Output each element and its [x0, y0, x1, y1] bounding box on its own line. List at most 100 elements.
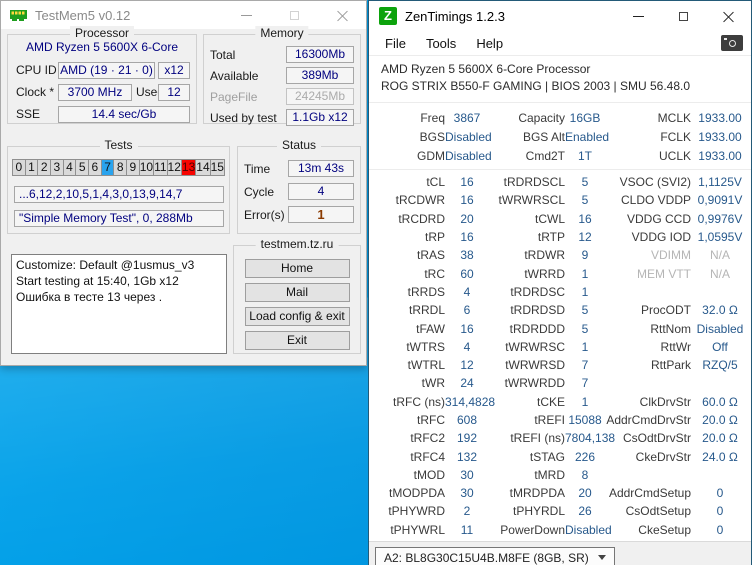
menu-item-file[interactable]: File — [385, 35, 406, 51]
timing-label: tCWL — [535, 211, 565, 226]
timing-value: Disabled — [445, 148, 492, 163]
timing-label: Freq — [420, 110, 445, 125]
cpu-id-mult: x12 — [158, 62, 190, 79]
test-cell-8[interactable]: 8 — [113, 159, 128, 176]
timing-label: tMOD — [413, 467, 445, 482]
timing-value: 6 — [463, 303, 471, 318]
timing-label: tMRDPDA — [509, 486, 565, 501]
memory-row-label: Total — [210, 47, 236, 62]
load-config-exit-button[interactable]: Load config & exit — [244, 307, 350, 326]
timing-label: tPHYRDL — [512, 504, 565, 519]
timing-value: 7804,138 — [565, 431, 616, 446]
timing-label: AddrCmdDrvStr — [606, 413, 691, 427]
test-cell-0[interactable]: 0 — [12, 159, 26, 176]
timing-value: 9 — [581, 248, 589, 263]
zt-grid-row: tRCDRD 20 tCWL 16 VDDG CCD 0,9976V — [369, 210, 751, 228]
testmem5-titlebar[interactable]: TestMem5 v0.12 — [1, 1, 366, 29]
zentimings-window: Z ZenTimings 1.2.3 File Tools Help AMD Ryz… — [368, 0, 752, 565]
test-cell-10[interactable]: 10 — [138, 159, 155, 176]
timing-label: tRP — [424, 230, 445, 245]
home-button[interactable]: Home — [244, 259, 350, 278]
timing-value: Disabled — [696, 321, 744, 336]
timing-value: 30 — [460, 486, 474, 501]
timing-value: N/A — [709, 248, 730, 263]
test-cell-5[interactable]: 5 — [75, 159, 90, 176]
timing-label: tRDRDSC — [510, 284, 565, 299]
timing-value: 0,9976V — [697, 211, 743, 226]
timing-label: CsOdtSetup — [625, 504, 691, 519]
test-cell-12[interactable]: 12 — [166, 159, 182, 176]
memory-group: Memory Total 16300Mb Available 389Mb PageFil… — [203, 26, 361, 126]
timing-value: 7 — [581, 376, 589, 391]
zt-grid-row: tWTRS 4 tWRWRSC 1 RttWr Off — [369, 338, 751, 356]
testmem5-window-title: TestMem5 v0.12 — [35, 7, 131, 23]
zentimings-minimize-button[interactable] — [616, 1, 661, 31]
test-cell-6[interactable]: 6 — [88, 159, 102, 176]
timing-value: 11 — [460, 522, 474, 537]
clock-value: 3700 MHz — [58, 84, 132, 101]
zt-grid-row: tRAS 38 tRDWR 9 VDIMM N/A — [369, 246, 751, 264]
timing-label: tRFC4 — [410, 449, 445, 464]
timing-label: tMRD — [534, 467, 565, 482]
tests-group: Tests 0 1 2 3 4 5 6 7 8 9 10 11 12 13 14 15 ...6,12,2,1… — [7, 138, 230, 234]
menu-item-tools[interactable]: Tools — [425, 35, 457, 51]
timing-value: 0,9091V — [697, 193, 743, 208]
timing-value: 1,1125V — [698, 175, 742, 190]
zt-grid-row: tRRDS 4 tRDRDSC 1 — [369, 283, 751, 301]
testmem5-maximize-button[interactable] — [270, 1, 318, 29]
zentimings-close-button[interactable] — [706, 1, 751, 31]
test-cell-9[interactable]: 9 — [126, 159, 140, 176]
mail-button[interactable]: Mail — [244, 283, 350, 302]
testmem5-close-button[interactable] — [318, 1, 366, 29]
test-cell-14[interactable]: 14 — [195, 159, 211, 176]
clocks-summary-grid: Freq 3867 Capacity 16GB MCLK 1933.00 BGS Disabl… — [369, 103, 751, 168]
timing-label: FCLK — [660, 129, 691, 144]
timing-value: 1T — [577, 148, 592, 163]
zentimings-titlebar[interactable]: Z ZenTimings 1.2.3 — [369, 1, 751, 31]
errors-label: Error(s) — [244, 207, 285, 222]
test-cell-15[interactable]: 15 — [209, 159, 225, 176]
menu-items: File Tools Help — [375, 36, 513, 51]
timing-value: 1,0595V — [697, 230, 743, 245]
memory-row: Available 389Mb — [204, 65, 360, 86]
test-cell-11[interactable]: 11 — [153, 159, 168, 176]
links-group: testmem.tz.ru Home Mail Load config & exit… — [233, 237, 361, 354]
exit-button[interactable]: Exit — [244, 331, 350, 350]
menu-item-help[interactable]: Help — [476, 35, 504, 51]
sse-label: SSE — [16, 107, 41, 121]
timing-value: Off — [712, 339, 728, 354]
test-cell-4[interactable]: 4 — [62, 159, 77, 176]
test-cell-7[interactable]: 7 — [100, 159, 115, 176]
used-threads-value: 12 — [158, 84, 190, 101]
minimize-icon — [240, 14, 252, 16]
status-group-caption: Status — [276, 138, 322, 152]
timing-label: tMODPDA — [388, 486, 445, 501]
zt-grid-row: tRC 60 tWRRD 1 MEM VTT N/A — [369, 264, 751, 282]
test-cells-row: 0 1 2 3 4 5 6 7 8 9 10 11 12 13 14 15 — [12, 159, 225, 176]
memory-row-label: Used by test — [210, 110, 277, 125]
test-cell-1[interactable]: 1 — [24, 159, 39, 176]
timing-value: 132 — [456, 449, 478, 464]
test-cell-13[interactable]: 13 — [180, 159, 197, 176]
timing-value: 24 — [460, 376, 474, 391]
test-cell-3[interactable]: 3 — [50, 159, 64, 176]
timing-value: 20 — [578, 486, 592, 501]
maximize-icon — [289, 10, 299, 20]
processor-group: Processor AMD Ryzen 5 5600X 6-Core CPU I… — [7, 26, 197, 124]
dimm-selector-dropdown[interactable]: A2: BL8G30C15U4B.M8FE (8GB, SR) — [375, 546, 615, 565]
memory-row: Used by test 1.1Gb x12 — [204, 107, 360, 128]
links-buttons: Home Mail Load config & exit Exit — [234, 259, 360, 350]
zentimings-maximize-button[interactable] — [661, 1, 706, 31]
zt-grid-row: BGS Disabled BGS Alt Enabled FCLK 1933.00 — [369, 127, 751, 146]
test-log: Customize: Default @1usmus_v3 Start testi… — [11, 254, 227, 354]
screenshot-button[interactable] — [721, 35, 743, 51]
zt-grid-row: tRCDWR 16 tWRWRSCL 5 CLDO VDDP 0,9091V — [369, 191, 751, 209]
timing-label: VDDG IOD — [631, 230, 691, 245]
timing-value: 15088 — [568, 413, 602, 427]
timing-value: N/A — [709, 266, 730, 281]
test-cell-2[interactable]: 2 — [37, 159, 52, 176]
timing-label: tRAS — [416, 248, 445, 263]
testmem5-minimize-button[interactable] — [222, 1, 270, 29]
memory-rows: Total 16300Mb Available 389Mb PageFile 24245M… — [204, 44, 360, 128]
timing-value: 0 — [716, 486, 724, 501]
